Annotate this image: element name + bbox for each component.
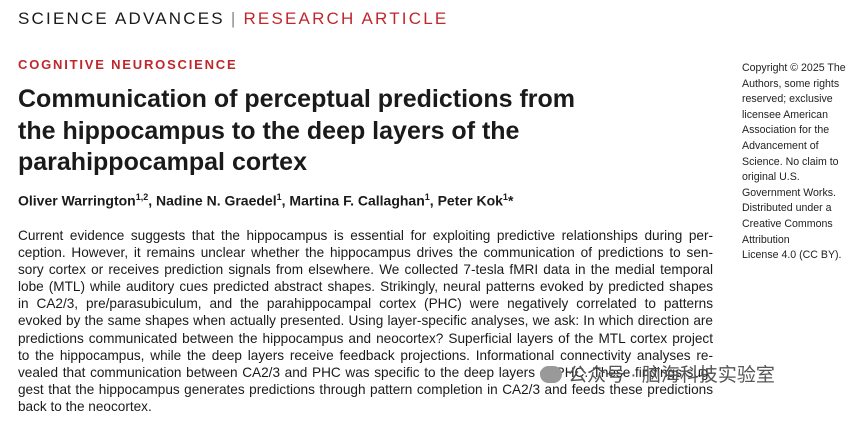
- header: SCIENCE ADVANCES | RESEARCH ARTICLE: [18, 9, 448, 29]
- title-line: Communication of perceptual predictions …: [18, 85, 575, 113]
- copyright-line: Copyright © 2025 The: [742, 62, 846, 74]
- copyright-line: Advancement of: [742, 139, 819, 152]
- abstract-line: to the hippocampus, while the deep layer…: [18, 347, 713, 363]
- abstract-line: sory cortex or receives prediction signa…: [18, 262, 713, 278]
- copyright-line: Distributed under a: [742, 202, 832, 215]
- copyright-line: original U.S.: [742, 171, 800, 184]
- copyright: Copyright © 2025 The Authors, some rights…: [742, 61, 846, 264]
- copyright-line: Science. No claim to: [742, 155, 839, 168]
- corresponding-mark: *: [507, 192, 514, 209]
- abstract-line: vealed that communication between CA2/3 …: [18, 364, 713, 380]
- author-name: Martina F. Callaghan: [289, 192, 425, 209]
- copyright-line: Association for the: [742, 124, 830, 137]
- article-type: RESEARCH ARTICLE: [243, 9, 449, 28]
- author-name: Nadine N. Graedel: [156, 192, 277, 209]
- authors: Oliver Warrington1,2, Nadine N. Graedel1…: [18, 192, 513, 209]
- copyright-line: Authors, some rights: [742, 77, 840, 90]
- copyright-line: reserved; exclusive: [742, 93, 833, 106]
- abstract-line: evoked by the same shapes when actually …: [18, 313, 713, 329]
- abstract-line: back to the neocortex.: [18, 398, 152, 414]
- copyright-line: licensee American: [742, 108, 828, 121]
- author-affiliation: 1: [276, 192, 282, 202]
- watermark-text: 公众号 · 脑海科技实验室: [568, 365, 775, 386]
- author-name: Peter Kok: [437, 192, 503, 209]
- copyright-line: Creative Commons: [742, 217, 833, 230]
- copyright-line: License 4.0 (CC BY).: [742, 249, 842, 262]
- abstract-line: Current evidence suggests that the hippo…: [18, 228, 713, 243]
- title: Communication of perceptual predictions …: [18, 84, 575, 179]
- author-separator: ,: [281, 192, 286, 209]
- author-name: Oliver Warrington: [18, 192, 136, 209]
- abstract-line: ception. However, it remains unclear whe…: [18, 245, 713, 261]
- watermark: 公众号 · 脑海科技实验室: [540, 360, 775, 387]
- abstract-line: lobe (MTL) while auditory cues predicted…: [18, 279, 713, 295]
- author-affiliation: 1: [424, 192, 430, 202]
- watermark-icon: [540, 366, 562, 383]
- section: COGNITIVE NEUROSCIENCE: [18, 57, 238, 72]
- title-line: the hippocampus to the deep layers of th…: [18, 116, 520, 145]
- title-line: parahippocampal cortex: [18, 148, 307, 176]
- author-affiliation: 1,2: [135, 192, 149, 202]
- abstract-line: predictions communicated between the hip…: [18, 330, 713, 346]
- abstract-line: gest that the hippocampus generates pred…: [18, 381, 713, 397]
- author-affiliation: 1: [502, 192, 508, 202]
- abstract: Current evidence suggests that the hippo…: [18, 227, 713, 415]
- journal: SCIENCE ADVANCES: [18, 9, 225, 28]
- author-separator: ,: [429, 192, 434, 209]
- separator: |: [230, 9, 238, 28]
- copyright-line: Government Works.: [742, 186, 836, 199]
- abstract-line: in CA2/3, pre/parasubiculum, and the par…: [18, 296, 713, 312]
- copyright-line: Attribution: [742, 233, 790, 246]
- author-separator: ,: [148, 192, 153, 209]
